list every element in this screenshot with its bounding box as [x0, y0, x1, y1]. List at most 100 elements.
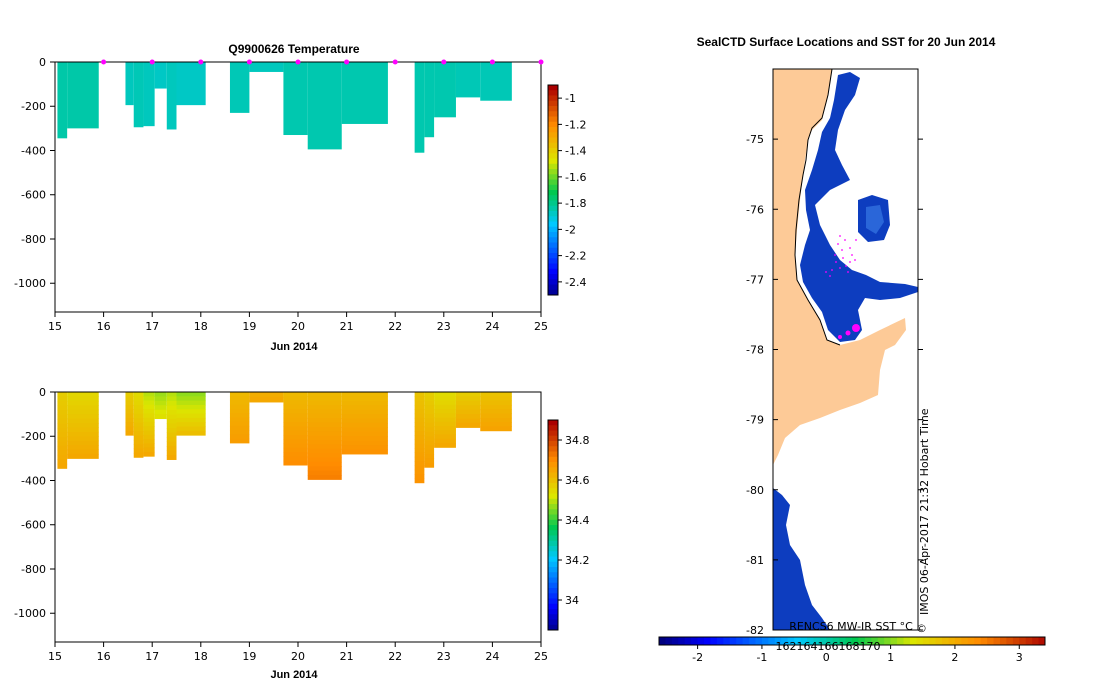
salinity-profile-cell: [414, 413, 425, 419]
salinity-profile-cell: [414, 456, 425, 462]
salinity-profile-cell: [480, 396, 512, 402]
temperature-profile-bar: [57, 62, 68, 139]
salinity-profile-cell: [67, 431, 99, 437]
salinity-profile-cell: [283, 400, 308, 406]
sst-overlay-tick-label: 162: [776, 640, 797, 653]
sst-colorbar-swatch: [903, 637, 911, 645]
salinity-profile-cell: [57, 441, 68, 447]
temperature-profile-bar: [249, 62, 284, 72]
colorbar-swatch: [548, 179, 558, 186]
colorbar-swatch: [548, 211, 558, 217]
sst-colorbar-swatch: [1006, 637, 1014, 645]
salinity-profile-cell: [67, 414, 99, 420]
colorbar-swatch: [548, 514, 558, 521]
salinity-profile-cell: [307, 435, 342, 441]
x-tick-label: 20: [291, 320, 305, 333]
sst-colorbar-swatch: [954, 637, 962, 645]
sst-colorbar-swatch: [774, 637, 782, 645]
salinity-profile-cell: [133, 400, 144, 406]
sst-colorbar-swatch: [922, 637, 930, 645]
colorbar-tick-label: -1.8: [565, 197, 586, 210]
sst-colorbar-swatch: [884, 637, 892, 645]
colorbar-tick-label: -2: [565, 223, 576, 236]
salinity-profile-cell: [166, 436, 177, 442]
seal-location-cluster: [852, 324, 860, 332]
salinity-profile-cell: [283, 422, 308, 427]
sst-colorbar-swatch: [761, 637, 769, 645]
salinity-profile-cell: [424, 418, 435, 424]
salinity-profile-cell: [57, 459, 68, 465]
salinity-profile-cell: [57, 396, 68, 402]
colorbar-swatch: [548, 546, 558, 552]
colorbar-swatch: [548, 169, 558, 175]
salinity-profile-cell: [341, 436, 388, 442]
colorbar-swatch: [548, 232, 558, 238]
sst-colorbar-swatch: [691, 637, 699, 645]
salinity-profile-cell: [341, 392, 388, 397]
colorbar-swatch: [548, 90, 558, 96]
salinity-profile-cell: [133, 452, 144, 458]
temperature-profile-bar: [143, 62, 155, 127]
salinity-profile-cell: [67, 427, 99, 433]
salinity-profile-cell: [434, 404, 456, 410]
salinity-profile-cell: [166, 427, 177, 433]
sst-colorbar-swatch: [909, 637, 917, 645]
salinity-profile-cell: [133, 405, 144, 410]
salinity-profile-cell: [455, 396, 481, 402]
colorbar-swatch: [548, 477, 558, 484]
salinity-profile-cell: [307, 431, 342, 437]
salinity-profile-cell: [229, 400, 250, 406]
colorbar-swatch: [548, 111, 558, 117]
y-tick-label: -200: [21, 100, 46, 113]
sst-colorbar-swatch: [1038, 637, 1046, 645]
salinity-profile-cell: [283, 452, 308, 457]
salinity-profile-cell: [176, 430, 206, 436]
profile-marker: [392, 59, 398, 65]
sst-colorbar-tick-label: 3: [1016, 651, 1023, 664]
salinity-profile-cell: [307, 440, 342, 445]
seal-location-dot: [839, 235, 841, 237]
salinity-profile-cell: [480, 417, 512, 423]
salinity-profile-cell: [125, 426, 134, 432]
sst-colorbar-tick-label: 1: [887, 651, 894, 664]
salinity-profile-cell: [154, 405, 167, 411]
salinity-profile-cell: [143, 443, 155, 449]
x-tick-label: 16: [97, 650, 111, 663]
sst-coastal-strip: [800, 72, 918, 342]
colorbar-swatch: [548, 258, 558, 264]
salinity-profile-cell: [125, 396, 134, 402]
x-tick-label: 21: [340, 650, 354, 663]
salinity-profile-cell: [57, 463, 68, 469]
salinity-profile-cell: [229, 430, 250, 435]
salinity-profile-cell: [229, 408, 250, 414]
salinity-profile-cell: [67, 400, 99, 406]
salinity-axes: 15 16 17 18 19 20 21 22 23 24 25 0 -200 -400 -600 -800 -…: [14, 386, 548, 663]
colorbar-swatch: [548, 525, 558, 531]
salinity-profile-cell: [283, 409, 308, 414]
sst-colorbar-swatch: [781, 637, 789, 645]
sst-colorbar-swatch: [852, 637, 859, 645]
temperature-colorbar: -1 -1.2 -1.4 -1.6 -1.8 -2 -2.2 -2.4: [547, 84, 586, 296]
seal-location-dot: [825, 271, 827, 273]
salinity-profile-cell: [154, 414, 167, 420]
profile-marker: [344, 59, 350, 65]
x-tick-label: 19: [242, 650, 256, 663]
salinity-profile-cell: [57, 436, 68, 442]
sst-colorbar-swatch: [813, 637, 821, 645]
temperature-profile-bar: [283, 62, 308, 136]
colorbar-swatch: [548, 572, 558, 578]
salinity-profile-cell: [424, 458, 435, 464]
x-tick-label: 23: [437, 320, 451, 333]
salinity-profile-cell: [229, 392, 250, 397]
colorbar-swatch: [548, 95, 558, 102]
salinity-profile-cell: [434, 409, 456, 414]
salinity-colorbar: 34.8 34.6 34.4 34.2 34: [547, 419, 590, 631]
salinity-profile-cell: [143, 417, 155, 423]
salinity-profile-cell: [249, 392, 284, 398]
salinity-profile-cell: [229, 396, 250, 401]
sst-colorbar: -2 -1 0 1 2 3 162 164 166 168 170: [658, 636, 1046, 664]
salinity-profile-cell: [176, 400, 206, 406]
salinity-profile-cell: [229, 413, 250, 418]
profile-marker: [489, 59, 495, 65]
seal-location-dot: [829, 275, 831, 277]
